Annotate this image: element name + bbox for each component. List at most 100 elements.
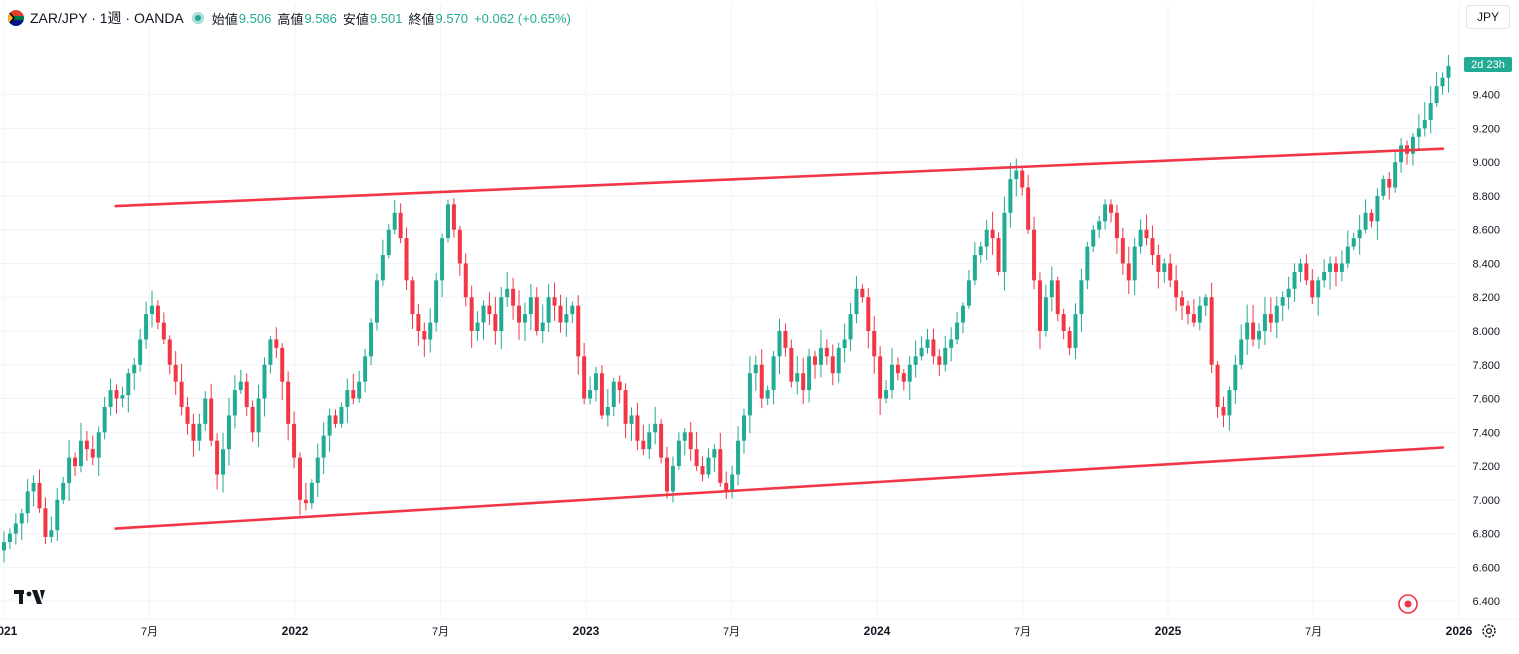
candle-body [913, 356, 918, 365]
candle-body [250, 406, 255, 433]
candle-body [1416, 128, 1421, 137]
channel-line-lower[interactable] [114, 446, 1445, 530]
record-icon[interactable] [1397, 593, 1419, 615]
channel-line-upper[interactable] [114, 147, 1445, 208]
candle-body [49, 530, 54, 537]
price-tick-label: 8.800 [1472, 191, 1500, 203]
candle-body [451, 204, 456, 230]
candle-body [534, 297, 539, 331]
candle-body [647, 432, 652, 450]
market-status-icon [191, 12, 204, 24]
candle-body [1446, 65, 1451, 78]
candle-body [1156, 255, 1161, 272]
candle-body [807, 356, 812, 391]
candle-body [457, 229, 462, 264]
candle-body [1008, 179, 1013, 213]
candle-body [1079, 280, 1084, 315]
candle-body [588, 390, 593, 399]
candle-body [753, 364, 758, 374]
candle-body [724, 482, 729, 492]
candle-body [422, 331, 427, 340]
price-tick-label: 7.400 [1472, 427, 1500, 439]
candle-body [13, 523, 18, 534]
candle-body [173, 364, 178, 382]
candle-body [1233, 364, 1238, 391]
candle-body [777, 331, 782, 357]
candle-body [747, 373, 752, 416]
tradingview-logo-icon[interactable] [14, 588, 46, 606]
candle-body [1399, 145, 1404, 163]
price-tick-label: 8.200 [1472, 292, 1500, 304]
candle-body [67, 457, 72, 483]
candle-body [209, 398, 214, 441]
candle-body [996, 238, 1001, 272]
symbol-title[interactable]: ZAR/JPY · 1週 · OANDA [30, 10, 184, 26]
candle-body [309, 482, 314, 504]
candle-body [1138, 229, 1143, 247]
candle-body [694, 449, 699, 467]
candle-body [1203, 297, 1208, 306]
candle-body [907, 364, 912, 382]
candle-body [1180, 297, 1185, 306]
candle-body [114, 390, 119, 399]
candle-body [345, 390, 350, 407]
candle-body [1316, 280, 1321, 298]
candle-body [564, 314, 569, 323]
channel-lines[interactable] [114, 147, 1445, 530]
candle-body [688, 432, 693, 450]
candle-body [1375, 195, 1380, 222]
candle-body [1434, 86, 1439, 104]
price-tick-label: 6.400 [1472, 596, 1500, 608]
candle-body [949, 339, 954, 348]
candle-body [961, 305, 966, 323]
candle-body [19, 513, 24, 524]
time-tick-label: 7月 [432, 626, 449, 638]
settings-gear-icon[interactable] [1480, 622, 1498, 640]
candle-body [232, 390, 237, 416]
candle-body [1055, 280, 1060, 315]
candle-body [1304, 263, 1309, 281]
time-tick-label: 2023 [573, 624, 600, 638]
candle-body [1280, 297, 1285, 306]
candle-body [1037, 280, 1042, 331]
price-tick-label: 9.200 [1472, 123, 1500, 135]
time-tick-label: 2021 [0, 624, 18, 638]
candle-body [1061, 314, 1066, 331]
grid [0, 4, 1460, 618]
candle-body [842, 339, 847, 348]
candle-body [392, 212, 397, 230]
price-tick-label: 8.600 [1472, 225, 1500, 237]
bar-countdown: 2d 23h [1464, 57, 1512, 72]
candle-body [1387, 179, 1392, 188]
candle-body [599, 373, 604, 416]
time-axis[interactable]: 2021 7月 2022 7月 2023 7月 2024 7月 2025 7月 2026 [0, 618, 1519, 638]
candle-body [1067, 331, 1072, 348]
price-axis[interactable]: 6.400 6.600 6.800 7.000 7.200 7.400 7.600 7.800… [1460, 0, 1519, 649]
candle-body [848, 314, 853, 340]
candle-body [866, 297, 871, 331]
candle-body [813, 356, 818, 365]
candle-body [226, 415, 231, 450]
candle-body [1049, 280, 1054, 298]
candle-body [653, 423, 658, 433]
candle-body [96, 432, 101, 458]
candle-body [884, 390, 889, 399]
candle-body [1251, 322, 1256, 340]
candle-body [90, 449, 95, 458]
price-tick-label: 6.800 [1472, 529, 1500, 541]
candle-body [605, 406, 610, 416]
low-label: 安値 [342, 11, 369, 27]
candle-body [741, 415, 746, 441]
time-tick-label: 2024 [864, 624, 891, 638]
candle-body [1298, 263, 1303, 272]
candle-body [1174, 280, 1179, 298]
candle-body [475, 322, 480, 331]
candle-body [1227, 390, 1232, 416]
candle-body [185, 406, 190, 424]
currency-button[interactable]: JPY [1466, 5, 1510, 29]
candle-body [445, 204, 450, 239]
candle-body [1215, 364, 1220, 407]
time-tick-label: 7月 [1305, 626, 1322, 638]
